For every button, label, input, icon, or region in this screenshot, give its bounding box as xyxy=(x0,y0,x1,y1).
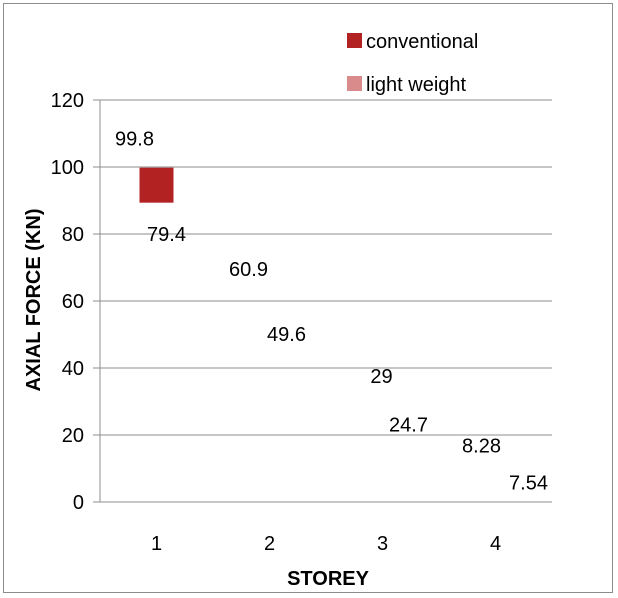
y-tick-label: 20 xyxy=(62,425,84,447)
legend-label-conventional: conventional xyxy=(366,31,478,53)
data-label-light-weight: 7.54 xyxy=(509,473,548,495)
chart-frame xyxy=(3,3,613,593)
y-tick-labels: 0 20 40 60 80 100 120 xyxy=(51,90,84,514)
data-label-conventional: 60.9 xyxy=(229,259,268,281)
x-axis-title: STOREY xyxy=(287,568,370,590)
bar-conventional-1 xyxy=(139,167,174,203)
data-label-light-weight: 49.6 xyxy=(267,324,306,346)
y-tick-label: 80 xyxy=(62,224,84,246)
legend-swatch-conventional xyxy=(347,33,362,48)
data-label-light-weight: 79.4 xyxy=(147,224,186,246)
y-tick-label: 60 xyxy=(62,291,84,313)
legend-label-light-weight: light weight xyxy=(366,74,467,96)
data-label-conventional: 99.8 xyxy=(115,129,154,151)
data-markers xyxy=(139,167,174,203)
gridlines xyxy=(93,99,552,503)
y-tick-label: 40 xyxy=(62,358,84,380)
y-tick-label: 120 xyxy=(51,90,84,112)
data-label-light-weight: 24.7 xyxy=(389,414,428,436)
legend: conventional light weight xyxy=(347,31,478,96)
x-tick-label: 3 xyxy=(377,533,388,555)
y-axis-title: AXIAL FORCE (KN) xyxy=(23,209,45,392)
x-tick-label: 2 xyxy=(264,533,275,555)
x-tick-labels: 1 2 3 4 xyxy=(151,533,501,555)
data-labels: 99.8 79.4 60.9 49.6 29 24.7 8.28 7.54 xyxy=(115,129,548,495)
data-label-conventional: 8.28 xyxy=(462,435,501,457)
x-tick-label: 1 xyxy=(151,533,162,555)
x-tick-label: 4 xyxy=(490,533,501,555)
data-label-conventional: 29 xyxy=(370,366,392,388)
legend-swatch-light-weight xyxy=(347,76,362,91)
y-tick-label: 0 xyxy=(73,492,84,514)
y-tick-label: 100 xyxy=(51,157,84,179)
